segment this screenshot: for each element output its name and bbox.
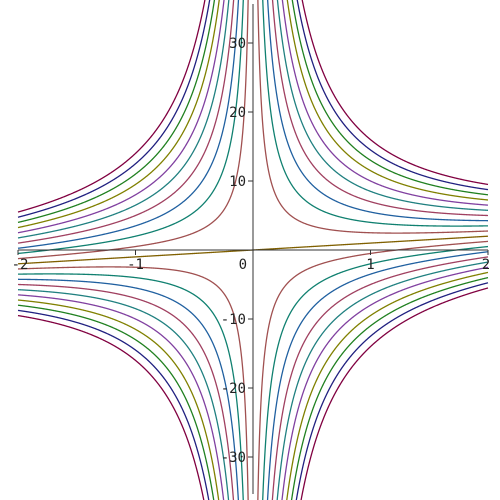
series-line-c-12 [17, 0, 489, 500]
series-line-c-neg4p5 [17, 0, 489, 500]
series-line-c-13p5 [17, 0, 489, 500]
series-line-c-neg15 [17, 0, 489, 500]
x-tick-label: -1 [127, 257, 144, 273]
series-line-c-neg10p5 [17, 0, 489, 500]
series-line-c-0 [17, 235, 489, 265]
x-tick-label: 2 [482, 257, 490, 273]
series-line-c-7p5 [17, 0, 489, 500]
axes [18, 4, 488, 494]
series-line-c-6 [17, 0, 489, 500]
y-tick-label: -20 [221, 381, 246, 397]
x-tick-label: 1 [366, 257, 374, 273]
y-tick-label: 10 [229, 174, 246, 190]
series-line-c-4p5 [17, 0, 489, 500]
series-line-c-1p5 [17, 0, 489, 500]
y-tick-label: 30 [229, 36, 246, 52]
series-line-c-neg6 [17, 0, 489, 500]
series-line-c-15 [17, 0, 489, 500]
series-line-c-3 [18, 0, 488, 500]
x-tick-label: -2 [12, 257, 29, 273]
series-line-c-neg9 [17, 0, 489, 500]
curve-group [17, 0, 489, 500]
series-line-c-neg1p5 [17, 0, 489, 500]
y-tick-label: -10 [221, 312, 246, 328]
series-line-c-neg13p5 [17, 0, 489, 500]
series-line-c-9 [17, 0, 489, 500]
y-tick-label: -30 [221, 450, 246, 466]
y-tick-label: 20 [229, 105, 246, 121]
x-tick-label: 0 [239, 257, 247, 273]
series-line-c-10p5 [17, 0, 489, 500]
series-line-c-neg12 [17, 0, 489, 500]
series-line-c-neg3 [17, 0, 489, 500]
series-line-c-neg7p5 [17, 0, 489, 500]
